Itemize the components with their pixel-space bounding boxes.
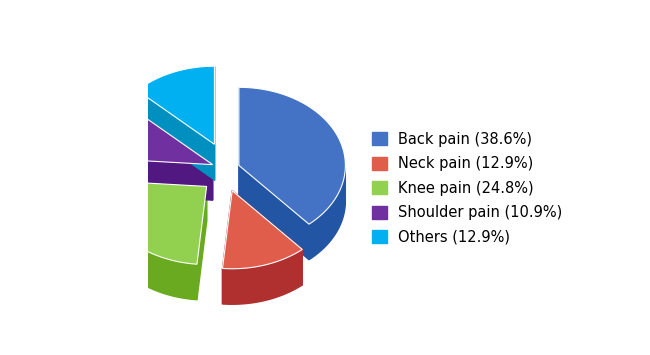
- Polygon shape: [137, 91, 214, 180]
- Polygon shape: [239, 154, 345, 236]
- Polygon shape: [222, 226, 302, 273]
- Polygon shape: [100, 187, 197, 300]
- Polygon shape: [137, 133, 214, 180]
- Polygon shape: [222, 191, 232, 304]
- Polygon shape: [135, 111, 213, 200]
- Polygon shape: [107, 168, 213, 200]
- Legend: Back pain (38.6%), Neck pain (12.9%), Knee pain (24.8%), Shoulder pain (10.9%), : Back pain (38.6%), Neck pain (12.9%), Kn…: [368, 127, 567, 249]
- Polygon shape: [239, 87, 345, 224]
- Polygon shape: [137, 66, 214, 144]
- Polygon shape: [107, 159, 213, 200]
- Polygon shape: [222, 191, 302, 269]
- Polygon shape: [107, 111, 213, 165]
- Polygon shape: [232, 191, 302, 285]
- Polygon shape: [101, 180, 207, 222]
- Polygon shape: [197, 186, 207, 300]
- Polygon shape: [100, 218, 207, 269]
- Polygon shape: [222, 250, 302, 304]
- Polygon shape: [239, 165, 309, 260]
- Polygon shape: [309, 168, 345, 260]
- Polygon shape: [100, 180, 207, 264]
